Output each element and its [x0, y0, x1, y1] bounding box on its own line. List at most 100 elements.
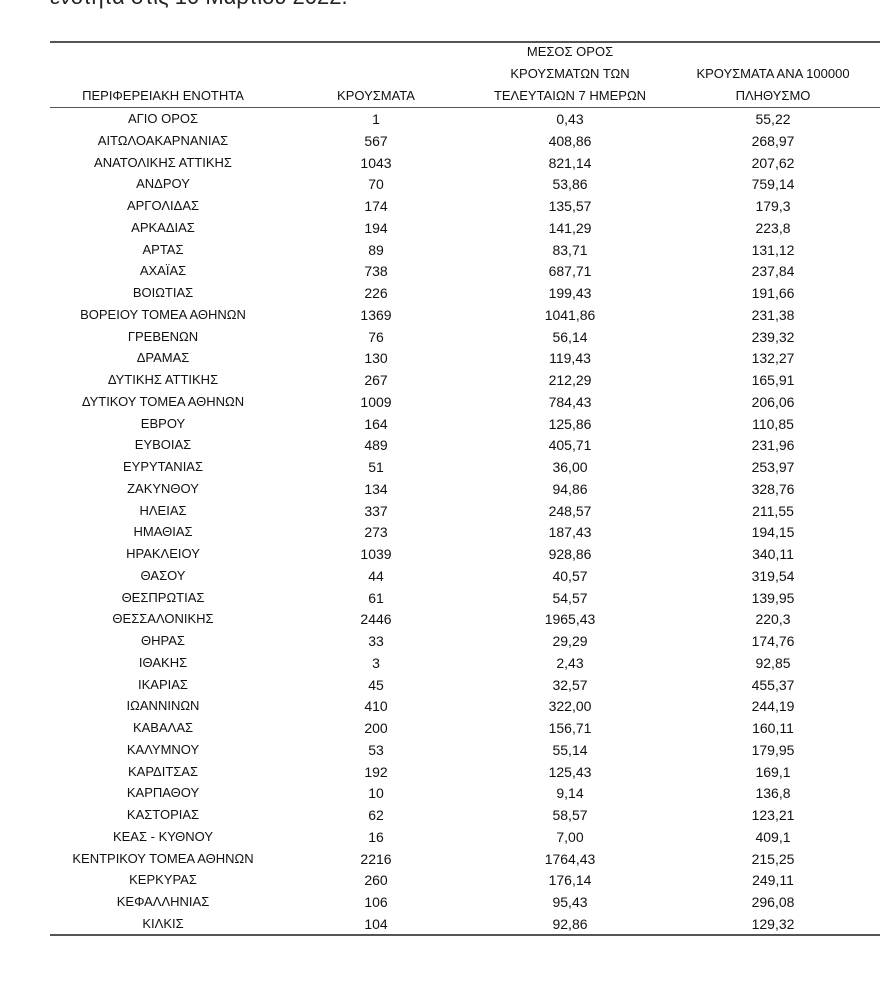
header-cases: ΚΡΟΥΣΜΑΤΑ: [337, 88, 415, 103]
per100k-cell: 237,84: [751, 263, 795, 280]
per100k-cell: 231,96: [751, 437, 795, 454]
cases-cell: 2446: [360, 611, 392, 628]
avg7-cell: 92,86: [552, 915, 588, 932]
region-cell: ΑΓΙΟ ΟΡΟΣ: [127, 111, 199, 126]
per100k-cell: 194,15: [751, 524, 795, 541]
region-cell: ΑΙΤΩΛΟΑΚΑΡΝΑΝΙΑΣ: [97, 132, 229, 148]
table-row: ΚΑΡΔΙΤΣΑΣ 192 125,43 169,1: [0, 761, 880, 783]
table-row: ΚΕΑΣ - ΚΥΘΝΟΥ 16 7,00 409,1: [0, 826, 880, 848]
table-row: ΑΝΑΤΟΛΙΚΗΣ ΑΤΤΙΚΗΣ 1043 821,14 207,62: [0, 152, 880, 174]
cases-cell: 130: [364, 350, 388, 367]
table-row: ΚΑΛΥΜΝΟΥ 53 55,14 179,95: [0, 739, 880, 761]
table-body: ΑΓΙΟ ΟΡΟΣ 1 0,43 55,22 ΑΙΤΩΛΟΑΚΑΡΝΑΝΙΑΣ 567 40…: [0, 108, 880, 935]
table-row: ΙΚΑΡΙΑΣ 45 32,57 455,37: [0, 674, 880, 696]
table-header-rule: [50, 107, 880, 108]
per100k-cell: 759,14: [751, 176, 795, 193]
avg7-cell: 32,57: [552, 676, 588, 693]
avg7-cell: 0,43: [556, 111, 584, 127]
cases-cell: 104: [364, 915, 388, 932]
avg7-cell: 187,43: [548, 524, 592, 541]
table-row: ΒΟΡΕΙΟΥ ΤΟΜΕΑ ΑΘΗΝΩΝ 1369 1041,86 231,38: [0, 304, 880, 326]
cases-cell: 53: [368, 741, 384, 758]
avg7-cell: 408,86: [548, 132, 592, 149]
per100k-cell: 231,38: [751, 306, 795, 323]
table-bottom-rule: [50, 934, 880, 936]
avg7-cell: 199,43: [548, 285, 592, 301]
cases-cell: 2216: [360, 850, 392, 867]
table-row: ΔΡΑΜΑΣ 130 119,43 132,27: [0, 347, 880, 369]
table-row: ΘΗΡΑΣ 33 29,29 174,76: [0, 630, 880, 652]
region-cell: ΕΥΡΥΤΑΝΙΑΣ: [122, 459, 204, 474]
avg7-cell: 405,71: [548, 437, 592, 454]
region-cell: ΒΟΡΕΙΟΥ ΤΟΜΕΑ ΑΘΗΝΩΝ: [80, 306, 246, 322]
cases-cell: 260: [364, 872, 388, 889]
cases-cell: 16: [368, 828, 384, 845]
table-row: ΘΑΣΟΥ 44 40,57 319,54: [0, 565, 880, 587]
per100k-cell: 179,95: [751, 741, 795, 758]
cases-cell: 164: [364, 415, 388, 432]
region-cell: ΑΧΑΪΑΣ: [139, 263, 187, 279]
cases-cell: 194: [364, 219, 388, 236]
table-row: ΑΡΚΑΔΙΑΣ 194 141,29 223,8: [0, 217, 880, 239]
region-cell: ΚΕΑΣ - ΚΥΘΝΟΥ: [112, 828, 214, 844]
region-cell: ΘΑΣΟΥ: [140, 567, 186, 583]
table-row: ΘΕΣΠΡΩΤΙΑΣ 61 54,57 139,95: [0, 587, 880, 609]
cases-cell: 200: [364, 720, 388, 736]
cases-cell: 337: [364, 502, 388, 519]
region-cell: ΔΥΤΙΚΗΣ ΑΤΤΙΚΗΣ: [107, 372, 219, 387]
region-cell: ΕΒΡΟΥ: [140, 415, 186, 431]
avg7-cell: 29,29: [552, 633, 588, 649]
table-row: ΑΡΤΑΣ 89 83,71 131,12: [0, 239, 880, 261]
document-title-fragment: ενότητα στις 10 Μαρτίου 2022.: [50, 0, 348, 10]
per100k-cell: 191,66: [751, 285, 795, 301]
avg7-cell: 125,86: [548, 415, 592, 432]
header-avg-line2: ΚΡΟΥΣΜΑΤΩΝ ΤΩΝ: [510, 66, 630, 81]
region-cell: ΘΗΡΑΣ: [141, 633, 185, 648]
table-row: ΑΡΓΟΛΙΔΑΣ 174 135,57 179,3: [0, 195, 880, 217]
avg7-cell: 687,71: [548, 263, 592, 280]
cases-cell: 1009: [360, 393, 392, 410]
table-top-rule: [50, 41, 880, 43]
table-row: ΚΕΡΚΥΡΑΣ 260 176,14 249,11: [0, 869, 880, 891]
per100k-cell: 139,95: [751, 589, 795, 606]
table-row: ΙΘΑΚΗΣ 3 2,43 92,85: [0, 652, 880, 674]
avg7-cell: 784,43: [548, 393, 592, 410]
region-cell: ΔΡΑΜΑΣ: [136, 350, 190, 366]
table-row: ΗΡΑΚΛΕΙΟΥ 1039 928,86 340,11: [0, 543, 880, 565]
per100k-cell: 131,12: [751, 241, 795, 258]
cases-cell: 106: [364, 894, 388, 910]
region-cell: ΚΑΣΤΟΡΙΑΣ: [126, 807, 200, 822]
avg7-cell: 83,71: [552, 241, 588, 258]
region-cell: ΚΑΛΥΜΝΟΥ: [126, 741, 200, 757]
per100k-cell: 110,85: [752, 415, 794, 432]
avg7-cell: 125,43: [548, 763, 592, 780]
per100k-cell: 211,55: [752, 502, 794, 519]
cases-cell: 174: [364, 198, 388, 214]
per100k-cell: 169,1: [755, 763, 791, 780]
avg7-cell: 1764,43: [544, 850, 596, 867]
region-cell: ΚΕΦΑΛΛΗΝΙΑΣ: [116, 894, 210, 909]
avg7-cell: 55,14: [552, 741, 588, 758]
table-row: ΕΒΡΟΥ 164 125,86 110,85: [0, 413, 880, 435]
table-row: ΑΧΑΪΑΣ 738 687,71 237,84: [0, 260, 880, 282]
per100k-cell: 174,76: [751, 633, 795, 649]
avg7-cell: 1965,43: [544, 611, 596, 628]
cases-cell: 738: [364, 263, 388, 280]
cases-cell: 1369: [360, 306, 392, 323]
avg7-cell: 36,00: [552, 459, 588, 475]
avg7-cell: 9,14: [556, 785, 584, 802]
cases-cell: 3: [372, 654, 380, 671]
avg7-cell: 135,57: [548, 198, 592, 214]
cases-cell: 273: [364, 524, 388, 541]
cases-cell: 10: [368, 785, 384, 802]
cases-cell: 489: [364, 437, 388, 454]
per100k-cell: 319,54: [751, 567, 795, 584]
cases-cell: 1: [372, 111, 380, 127]
per100k-cell: 220,3: [755, 611, 791, 628]
table-row: ΕΥΡΥΤΑΝΙΑΣ 51 36,00 253,97: [0, 456, 880, 478]
table-row: ΙΩΑΝΝΙΝΩΝ 410 322,00 244,19: [0, 695, 880, 717]
cases-cell: 567: [364, 132, 388, 149]
avg7-cell: 95,43: [552, 894, 588, 910]
per100k-cell: 239,32: [751, 328, 795, 345]
table-row: ΕΥΒΟΙΑΣ 489 405,71 231,96: [0, 434, 880, 456]
